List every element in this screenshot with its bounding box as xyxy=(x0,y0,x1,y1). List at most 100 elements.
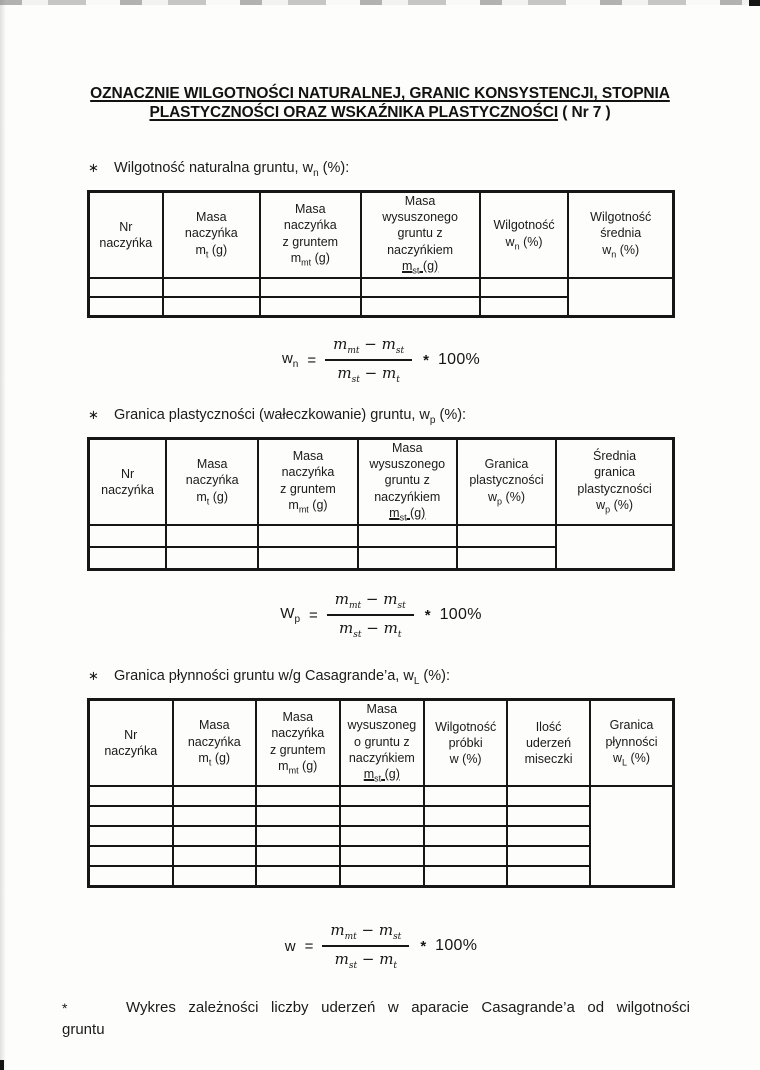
table-cell xyxy=(165,524,260,549)
header-line: średnia xyxy=(600,226,642,241)
table-cell xyxy=(338,845,426,868)
bullet-asterisk-icon: ∗ xyxy=(88,160,99,175)
table-cell xyxy=(255,825,341,848)
fraction-numerator: mmt − mst xyxy=(326,590,414,617)
bottom-note: * Wykres zależności liczby uderzeń w apa… xyxy=(62,997,690,1041)
table-cell xyxy=(87,524,168,549)
table-cell xyxy=(165,546,260,571)
header-line: wp (%) xyxy=(488,489,525,507)
header-line: miseczki xyxy=(524,752,573,767)
table-cell xyxy=(555,524,674,571)
table-cell xyxy=(88,277,164,299)
header-line: z gruntem xyxy=(280,481,336,496)
column-header: Nr naczyńka xyxy=(88,190,164,280)
table-row xyxy=(88,825,673,848)
fraction-denominator: mst − mt xyxy=(337,364,400,386)
formula-factor: 100% xyxy=(435,937,478,955)
table-cell xyxy=(356,546,458,571)
bottom-note-line1: * Wykres zależności liczby uderzeń w apa… xyxy=(62,997,690,1019)
column-header: Granica plastyczności wp (%) xyxy=(455,437,558,527)
equals-sign: = xyxy=(309,606,318,624)
table-cell xyxy=(478,277,570,299)
header-line: naczyńka xyxy=(101,483,154,498)
equals-sign: = xyxy=(307,351,317,369)
table-granica-plynnosci-wrap: Nr naczyńka Masa naczyńka mt (g) Masa naczyńka… xyxy=(87,698,675,889)
table-cell xyxy=(255,805,341,828)
formula-w: w = mmt − mst mst − mt * 100% xyxy=(88,921,674,971)
formula-lhs: wn xyxy=(281,350,299,371)
header-line: mst (g) xyxy=(363,767,400,784)
table-cell xyxy=(338,825,426,848)
header-line: naczyńka xyxy=(283,218,337,233)
table-cell xyxy=(88,825,174,848)
fraction: mmt − mst mst − mt xyxy=(322,921,410,971)
header-line: Masa xyxy=(366,702,398,717)
formula-lhs: Wp xyxy=(280,605,300,626)
header-line: plastyczności xyxy=(577,481,652,496)
header-line: wL (%) xyxy=(613,750,650,768)
table-row xyxy=(87,524,674,571)
table-cell xyxy=(171,785,257,808)
table-row xyxy=(88,785,674,888)
header-line: Masa xyxy=(292,449,324,464)
column-header: Masa naczyńka z gruntem mmt (g) xyxy=(259,190,362,280)
table-cell xyxy=(423,825,509,848)
header-line: z gruntem xyxy=(282,234,339,249)
table-row xyxy=(88,865,673,888)
header-line: Granica xyxy=(484,457,529,472)
header-line: próbki xyxy=(448,736,483,751)
table-cell xyxy=(259,296,362,318)
table-cell xyxy=(88,785,174,808)
table-row xyxy=(88,805,673,828)
header-line: wn (%) xyxy=(505,234,543,252)
table-cell xyxy=(259,277,362,299)
header-line: naczyńka xyxy=(104,744,158,759)
header-line: naczyńka xyxy=(185,473,239,488)
table-granica-plastycznosci-wrap: Nr naczyńka Masa naczyńka mt (g) Masa naczyńka… xyxy=(87,436,675,572)
table-cell xyxy=(257,524,359,549)
section-heading-wilgotnosc-naturalna: ∗ Wilgotność naturalna gruntu, wn (%): xyxy=(88,160,760,179)
header-line: plastyczności xyxy=(469,473,544,488)
header-line: z gruntem xyxy=(269,742,326,757)
table-cell xyxy=(506,805,592,828)
table-cell xyxy=(423,805,509,828)
fraction: mmt − mst mst − mt xyxy=(326,590,414,640)
header-line: Wilgotność xyxy=(493,218,555,233)
section-heading-text: Wilgotność naturalna gruntu, wn (%): xyxy=(114,160,350,179)
table-cell xyxy=(506,845,592,868)
table-cell xyxy=(455,524,558,549)
table-granica-plastycznosci: Nr naczyńka Masa naczyńka mt (g) Masa naczyńka… xyxy=(87,436,675,572)
bullet-asterisk-icon: * xyxy=(62,1000,68,1017)
document-title-number: ( Nr 7 ) xyxy=(558,104,611,121)
scan-corner-mark-top-right xyxy=(749,0,760,6)
table-row xyxy=(87,546,673,571)
table-cell xyxy=(506,865,592,888)
header-line: naczyńkiem xyxy=(374,489,441,504)
table-cell xyxy=(255,785,341,808)
document-title-line2: PLASTYCZNOŚCI ORAZ WSKAŹNIKA PLASTYCZNOŚ… xyxy=(149,104,611,121)
column-header: Ilość uderzeń miseczki xyxy=(506,699,592,788)
table-wilgotnosc-naturalna: Nr naczyńka Masa naczyńka mt (g) Masa naczyńka… xyxy=(87,189,675,319)
header-line: Ilość xyxy=(535,719,562,734)
header-line: Wilgotność xyxy=(435,719,497,734)
column-header: Masa naczyńka mt (g) xyxy=(161,190,262,280)
table-cell xyxy=(359,277,481,299)
table-cell xyxy=(338,785,426,808)
header-line: mmt (g) xyxy=(288,497,328,515)
scan-edge-artifact-left xyxy=(0,0,6,1070)
header-line: Nr xyxy=(124,727,138,742)
bullet-asterisk-icon: ∗ xyxy=(88,407,99,423)
header-line: wysuszonego xyxy=(382,210,458,225)
header-line: Masa xyxy=(282,710,314,725)
table-cell xyxy=(87,546,168,571)
fraction: mmt − mst mst − mt xyxy=(325,335,413,386)
column-header: Średnia granica plastyczności wp (%) xyxy=(555,437,674,527)
header-line: w (%) xyxy=(449,752,482,767)
table-cell xyxy=(423,785,509,808)
header-line: Granica xyxy=(609,718,654,733)
header-line: wn (%) xyxy=(602,242,640,260)
formula-wn: wn = mmt − mst mst − mt * 100% xyxy=(88,335,674,385)
fraction-numerator: mmt − mst xyxy=(322,921,410,948)
header-line: naczyńka xyxy=(187,734,241,749)
header-line: Masa xyxy=(391,440,423,455)
